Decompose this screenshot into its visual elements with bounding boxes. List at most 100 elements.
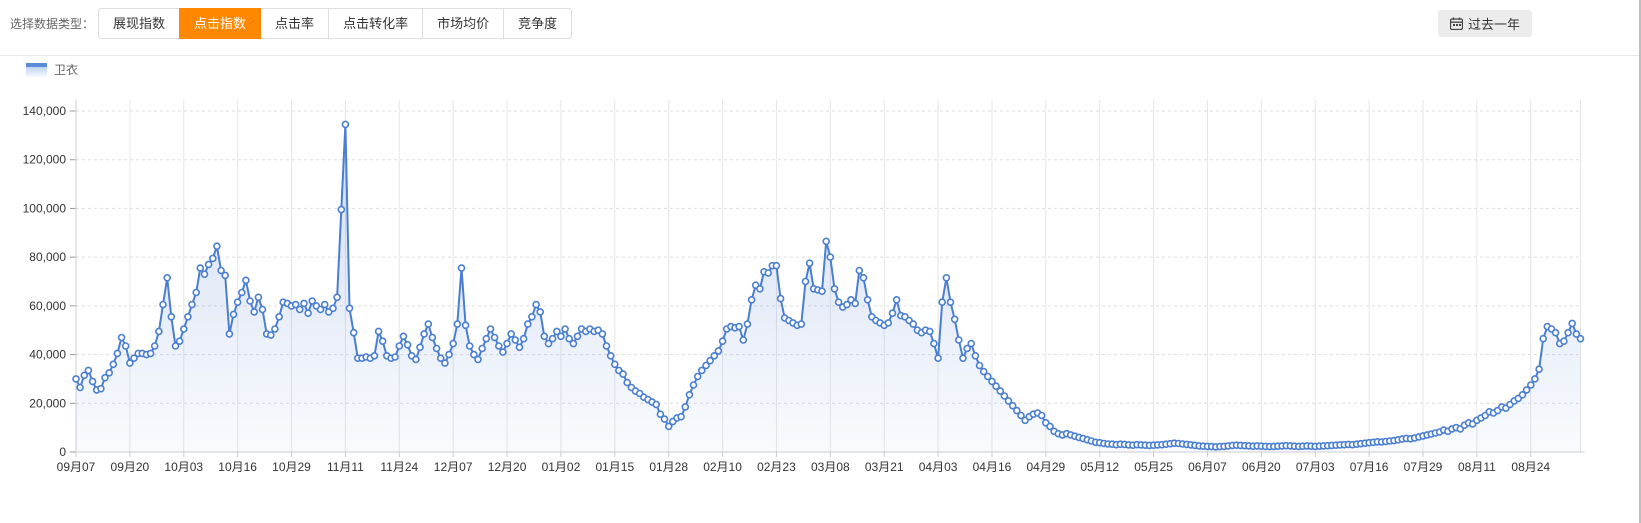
- data-point-marker: [942, 274, 951, 282]
- data-point-marker: [1527, 381, 1535, 389]
- tab-competition[interactable]: 竞争度: [503, 8, 573, 39]
- data-point-marker: [453, 320, 462, 328]
- data-point-marker: [544, 339, 553, 348]
- data-point-marker: [983, 372, 992, 381]
- data-point-marker: [221, 271, 229, 280]
- data-point-marker: [1046, 422, 1054, 431]
- data-point-marker: [946, 298, 955, 306]
- data-point-marker: [706, 356, 714, 365]
- x-axis-label: 09月20: [111, 460, 150, 474]
- data-point-marker: [121, 342, 130, 350]
- data-point-marker: [822, 237, 831, 246]
- data-point-marker: [412, 355, 420, 364]
- data-point-marker: [818, 287, 826, 295]
- data-point-marker: [329, 304, 337, 313]
- data-point-marker: [557, 332, 565, 341]
- x-axis-label: 07月16: [1350, 460, 1389, 474]
- data-point-marker: [337, 205, 346, 214]
- data-point-marker: [859, 274, 868, 282]
- data-point-marker: [855, 266, 864, 275]
- data-point-marker: [101, 373, 109, 382]
- data-point-marker: [88, 377, 97, 386]
- calendar-icon: [1449, 17, 1463, 30]
- data-point-marker: [370, 351, 379, 360]
- data-point-marker: [341, 120, 350, 129]
- data-point-marker: [395, 342, 404, 350]
- data-point-marker: [863, 296, 872, 304]
- data-point-marker: [934, 354, 942, 363]
- data-point-marker: [258, 305, 267, 314]
- data-point-marker: [1004, 397, 1013, 405]
- date-range-button[interactable]: 过去一年: [1437, 10, 1532, 37]
- data-point-marker: [461, 321, 470, 330]
- trend-line-chart[interactable]: 0 20,000 40,000 60,000 80,000 100,000 120,000 1…: [0, 88, 1600, 488]
- data-point-marker: [1564, 328, 1572, 337]
- x-axis-label: 05月12: [1080, 460, 1119, 474]
- data-point-marker: [992, 382, 1000, 391]
- x-axis-label: 01月02: [542, 460, 581, 474]
- data-point-marker: [1012, 406, 1021, 415]
- data-point-marker: [619, 370, 627, 378]
- data-point-marker: [677, 412, 685, 421]
- data-point-marker: [225, 330, 234, 338]
- data-point-marker: [702, 361, 710, 370]
- data-point-marker: [743, 320, 752, 328]
- data-point-marker: [735, 322, 743, 331]
- data-point-marker: [217, 266, 225, 275]
- data-point-marker: [714, 347, 723, 355]
- data-point-marker: [271, 325, 279, 333]
- data-point-marker: [830, 285, 839, 293]
- tab-display-index[interactable]: 展现指数: [98, 8, 181, 39]
- data-point-marker: [494, 342, 503, 350]
- data-point-marker: [209, 254, 217, 263]
- x-axis-label: 05月25: [1134, 460, 1173, 474]
- tab-market-avg-price[interactable]: 市场均价: [422, 8, 505, 39]
- data-point-marker: [254, 293, 263, 302]
- series-area: [76, 124, 1581, 453]
- data-point-marker: [238, 288, 246, 297]
- data-point-marker: [1572, 330, 1581, 338]
- x-axis-label: 02月23: [757, 460, 796, 474]
- y-axis-label: 100,000: [23, 201, 67, 215]
- data-point-marker: [432, 344, 441, 353]
- tab-click-conversion-rate[interactable]: 点击转化率: [328, 8, 424, 39]
- data-point-marker: [909, 320, 918, 328]
- scrollbar-edge[interactable]: [1639, 0, 1641, 523]
- x-axis-label: 04月03: [919, 460, 958, 474]
- data-point-marker: [967, 339, 976, 348]
- data-point-marker: [80, 371, 89, 380]
- data-point-marker: [536, 308, 545, 316]
- data-point-marker: [486, 325, 495, 333]
- tab-click-index[interactable]: 点击指数: [179, 8, 262, 39]
- data-point-marker: [565, 334, 574, 343]
- data-point-marker: [1576, 334, 1585, 343]
- data-point-marker: [333, 293, 341, 302]
- data-point-marker: [1560, 337, 1568, 345]
- data-point-marker: [266, 331, 275, 339]
- chart-legend[interactable]: 卫衣: [26, 61, 78, 78]
- data-point-marker: [308, 297, 317, 305]
- data-point-marker: [528, 313, 536, 321]
- data-point-marker: [320, 300, 329, 309]
- tab-click-rate[interactable]: 点击率: [260, 8, 330, 39]
- data-point-marker: [300, 299, 308, 308]
- data-point-marker: [689, 381, 698, 389]
- data-point-marker: [681, 403, 690, 411]
- data-point-marker: [84, 366, 93, 375]
- x-axis-label: 12月20: [488, 460, 527, 474]
- data-point-marker: [834, 298, 843, 306]
- data-point-marker: [801, 277, 810, 286]
- data-point-marker: [229, 310, 238, 319]
- y-axis-label: 140,000: [23, 104, 67, 118]
- data-point-marker: [511, 336, 520, 344]
- data-point-marker: [304, 309, 312, 317]
- data-point-marker: [159, 300, 167, 309]
- data-point-marker: [436, 354, 445, 363]
- data-point-marker: [954, 336, 963, 344]
- data-point-marker: [72, 375, 80, 383]
- data-point-marker: [428, 333, 437, 342]
- data-point-marker: [242, 276, 250, 285]
- data-point-marker: [291, 300, 300, 309]
- data-point-marker: [184, 313, 192, 321]
- data-point-marker: [1008, 401, 1017, 410]
